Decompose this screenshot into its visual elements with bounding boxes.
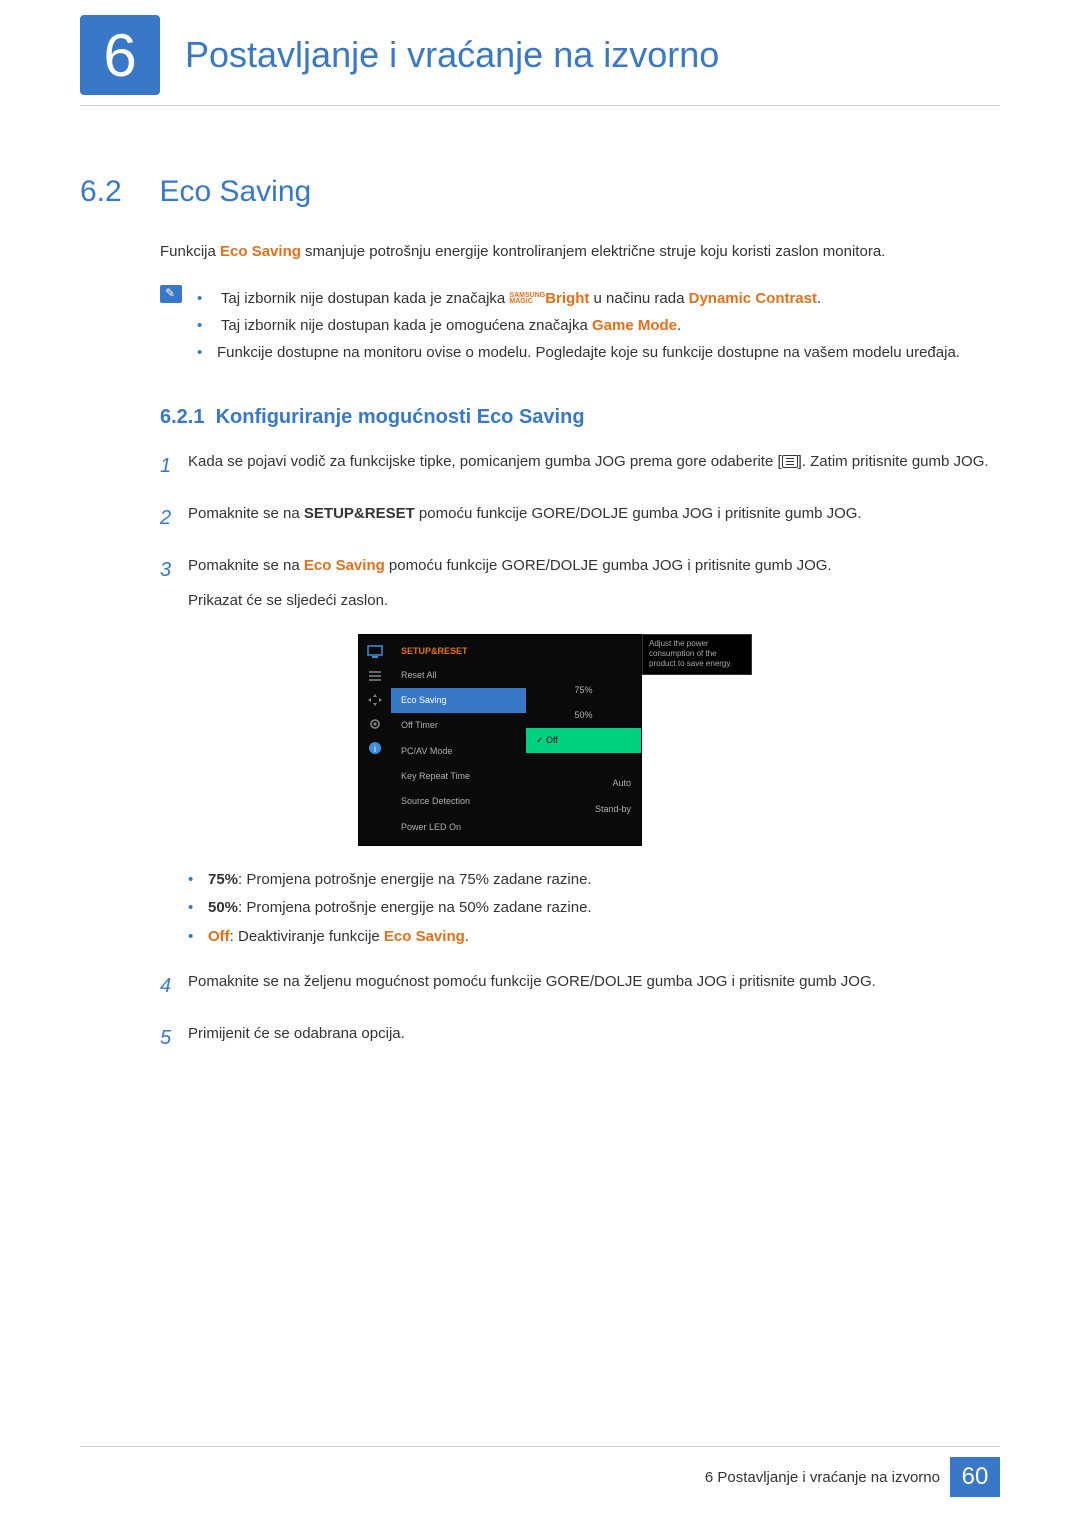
- section-title: Eco Saving: [159, 175, 311, 208]
- step-1-text: Kada se pojavi vodič za funkcijske tipke…: [188, 449, 989, 483]
- footer-text: 6 Postavljanje i vraćanje na izvorno: [705, 1469, 940, 1486]
- step-5-text: Primijenit će se odabrana opcija.: [188, 1021, 405, 1055]
- optoff-suffix: .: [465, 928, 469, 945]
- osd-tooltip: Adjust the power consumption of the prod…: [642, 634, 752, 675]
- osd-item-pcav: PC/AV Mode: [391, 739, 526, 764]
- step-num-1: 1: [160, 449, 188, 483]
- note-item-1: Taj izbornik nije dostupan kada je znača…: [197, 285, 960, 312]
- optoff-mid: : Deaktiviranje funkcije: [230, 928, 384, 945]
- section-heading: 6.2 Eco Saving: [80, 175, 1000, 209]
- osd-screenshot: i SETUP&RESET Reset All Eco Saving Off T…: [358, 634, 818, 846]
- opt50-bold: 50%: [208, 899, 238, 916]
- step-num-4: 4: [160, 969, 188, 1003]
- setup-reset-bold: SETUP&RESET: [304, 505, 415, 522]
- footer-divider: [80, 1446, 1000, 1447]
- intro-term: Eco Saving: [220, 243, 301, 260]
- osd-item-offtimer: Off Timer: [391, 713, 526, 738]
- subsection-number: 6.2.1: [160, 406, 204, 428]
- info-icon: i: [367, 741, 383, 755]
- opt75-bold: 75%: [208, 871, 238, 888]
- note-list: Taj izbornik nije dostupan kada je znača…: [197, 285, 960, 366]
- step-num-5: 5: [160, 1021, 188, 1055]
- samsung-magic-label: SAMSUNGMAGIC: [509, 293, 545, 304]
- monitor-icon: [367, 645, 383, 659]
- option-bullets: 75%: Promjena potrošnje energije na 75% …: [188, 866, 832, 952]
- gear-icon: [367, 717, 383, 731]
- note2-prefix: Taj izbornik nije dostupan kada je omogu…: [221, 317, 592, 334]
- step2-prefix: Pomaknite se na: [188, 505, 304, 522]
- step3-line2: Prikazat će se sljedeći zaslon.: [188, 588, 832, 614]
- opt50-text: : Promjena potrošnje energije na 50% zad…: [238, 899, 592, 916]
- option-50: 50%: Promjena potrošnje energije na 50% …: [188, 894, 832, 923]
- intro-prefix: Funkcija: [160, 243, 220, 260]
- step-num-2: 2: [160, 501, 188, 535]
- note1-suffix: .: [817, 290, 821, 307]
- option-75: 75%: Promjena potrošnje energije na 75% …: [188, 866, 832, 895]
- list-icon: [367, 669, 383, 683]
- step-list: 1 Kada se pojavi vodič za funkcijske tip…: [160, 449, 1000, 1056]
- osd-item-keyrepeat: Key Repeat Time: [391, 764, 526, 789]
- menu-icon: [782, 455, 798, 468]
- osd-item-source: Source Detection: [391, 789, 526, 814]
- osd-values-column: 75% 50% ✓ Off Auto Stand-by: [526, 635, 641, 845]
- chapter-header: 6 Postavljanje i vraćanje na izvorno: [80, 15, 719, 95]
- section-number: 6.2: [80, 175, 155, 209]
- osd-panel: i SETUP&RESET Reset All Eco Saving Off T…: [358, 634, 642, 846]
- content-area: 6.2 Eco Saving Funkcija Eco Saving smanj…: [80, 175, 1000, 1073]
- step-1: 1 Kada se pojavi vodič za funkcijske tip…: [160, 449, 1000, 483]
- header-divider: [80, 105, 1000, 106]
- svg-text:i: i: [374, 744, 376, 754]
- osd-val-50: 50%: [526, 703, 641, 728]
- step-2-text: Pomaknite se na SETUP&RESET pomoću funkc…: [188, 501, 862, 535]
- osd-val-standby: Stand-by: [526, 797, 641, 822]
- note-item-2: Taj izbornik nije dostupan kada je omogu…: [197, 312, 960, 339]
- step-2: 2 Pomaknite se na SETUP&RESET pomoću fun…: [160, 501, 1000, 535]
- step-5: 5 Primijenit će se odabrana opcija.: [160, 1021, 1000, 1055]
- footer: 6 Postavljanje i vraćanje na izvorno 60: [705, 1457, 1000, 1497]
- step1-suffix: ]. Zatim pritisnite gumb JOG.: [798, 453, 989, 470]
- dynamic-contrast-label: Dynamic Contrast: [689, 290, 817, 307]
- step-3: 3 Pomaknite se na Eco Saving pomoću funk…: [160, 553, 1000, 952]
- note-block: Taj izbornik nije dostupan kada je znača…: [160, 285, 1000, 366]
- page-number: 60: [950, 1457, 1000, 1497]
- step1-prefix: Kada se pojavi vodič za funkcijske tipke…: [188, 453, 782, 470]
- step-num-3: 3: [160, 553, 188, 952]
- subsection: 6.2.1 Konfiguriranje mogućnosti Eco Savi…: [160, 406, 1000, 1056]
- arrows-icon: [367, 693, 383, 707]
- osd-menu-list: SETUP&RESET Reset All Eco Saving Off Tim…: [391, 635, 526, 845]
- step-4: 4 Pomaknite se na željenu mogućnost pomo…: [160, 969, 1000, 1003]
- step-3-text: Pomaknite se na Eco Saving pomoću funkci…: [188, 553, 832, 952]
- osd-val-off: ✓ Off: [526, 728, 641, 753]
- osd-item-powerled: Power LED On: [391, 815, 526, 840]
- osd-item-reset: Reset All: [391, 663, 526, 688]
- chapter-number-box: 6: [80, 15, 160, 95]
- subsection-title-text: Konfiguriranje mogućnosti Eco Saving: [216, 406, 585, 428]
- chapter-title: Postavljanje i vraćanje na izvorno: [185, 34, 719, 76]
- note1-mid: u načinu rada: [589, 290, 688, 307]
- osd-icon-column: i: [359, 635, 391, 845]
- bright-label: Bright: [545, 290, 589, 307]
- osd-item-eco: Eco Saving: [391, 688, 526, 713]
- subsection-title: 6.2.1 Konfiguriranje mogućnosti Eco Savi…: [160, 406, 1000, 429]
- opt75-text: : Promjena potrošnje energije na 75% zad…: [238, 871, 592, 888]
- optoff-bold: Off: [208, 928, 230, 945]
- game-mode-label: Game Mode: [592, 317, 677, 334]
- osd-menu-title: SETUP&RESET: [391, 640, 526, 663]
- note1-prefix: Taj izbornik nije dostupan kada je znača…: [221, 290, 510, 307]
- osd-val-auto: Auto: [526, 771, 641, 796]
- step-4-text: Pomaknite se na željenu mogućnost pomoću…: [188, 969, 876, 1003]
- option-off: Off: Deaktiviranje funkcije Eco Saving.: [188, 923, 832, 952]
- note2-suffix: .: [677, 317, 681, 334]
- note-item-3: Funkcije dostupne na monitoru ovise o mo…: [197, 339, 960, 366]
- intro-paragraph: Funkcija Eco Saving smanjuje potrošnju e…: [160, 239, 1000, 265]
- osd-val-75: 75%: [526, 678, 641, 703]
- eco-saving-term: Eco Saving: [304, 557, 385, 574]
- step2-suffix: pomoću funkcije GORE/DOLJE gumba JOG i p…: [415, 505, 862, 522]
- note-icon: [160, 285, 182, 303]
- step3-prefix: Pomaknite se na: [188, 557, 304, 574]
- optoff-term: Eco Saving: [384, 928, 465, 945]
- intro-suffix: smanjuje potrošnju energije kontroliranj…: [301, 243, 885, 260]
- step3-suffix: pomoću funkcije GORE/DOLJE gumba JOG i p…: [385, 557, 832, 574]
